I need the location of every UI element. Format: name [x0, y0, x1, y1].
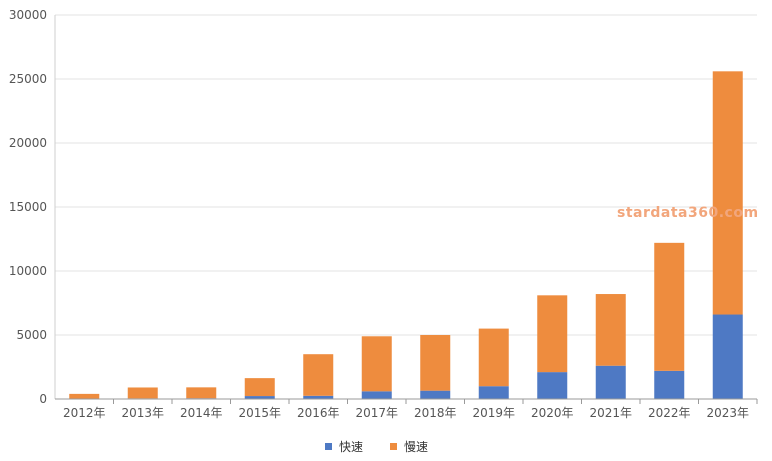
y-tick-label: 10000	[9, 264, 47, 278]
x-tick-label: 2017年	[355, 406, 398, 420]
bar-segment[interactable]	[303, 395, 334, 399]
bar-segment[interactable]	[244, 396, 275, 399]
x-tick-label: 2014年	[180, 406, 223, 420]
bar-segment[interactable]	[420, 390, 451, 399]
bar-segment[interactable]	[420, 335, 451, 391]
legend[interactable]: 快速 慢速	[325, 440, 428, 454]
x-tick-label: 2012年	[63, 406, 106, 420]
bar-segment[interactable]	[478, 386, 509, 399]
bar-segment[interactable]	[595, 294, 626, 366]
legend-item[interactable]: 快速	[325, 440, 363, 454]
y-tick-label: 30000	[9, 8, 47, 22]
bar-segment[interactable]	[361, 336, 392, 392]
x-tick-label: 2021年	[589, 406, 632, 420]
grid-lines	[55, 14, 757, 336]
y-tick-label: 15000	[9, 200, 47, 214]
bar-segment[interactable]	[303, 354, 334, 396]
y-tick-label: 0	[39, 392, 47, 406]
x-tick-label: 2013年	[121, 406, 164, 420]
bar-segment[interactable]	[712, 314, 743, 399]
bar-segment[interactable]	[244, 378, 275, 397]
bar-segment[interactable]	[654, 242, 685, 371]
bar-segment[interactable]	[127, 387, 158, 399]
x-tick-label: 2020年	[531, 406, 574, 420]
bar-segment[interactable]	[478, 328, 509, 387]
y-tick-label: 25000	[9, 72, 47, 86]
y-axis: 0 5000 10000 15000 20000 25000 30000	[9, 8, 56, 406]
y-tick-label: 5000	[16, 328, 47, 342]
bar-segment[interactable]	[537, 372, 568, 399]
x-tick-label: 2015年	[238, 406, 281, 420]
legend-item[interactable]: 慢速	[390, 440, 428, 454]
x-tick-label: 2016年	[297, 406, 340, 420]
y-tick-label: 20000	[9, 136, 47, 150]
legend-swatch	[325, 443, 332, 450]
bar-segment[interactable]	[712, 71, 743, 315]
legend-label: 慢速	[404, 440, 428, 454]
x-tick-label: 2022年	[648, 406, 691, 420]
bar-segment[interactable]	[654, 370, 685, 399]
bar-segment[interactable]	[361, 391, 392, 399]
bar-segment[interactable]	[69, 393, 100, 399]
legend-swatch	[390, 443, 397, 450]
bar-segment[interactable]	[186, 387, 217, 399]
legend-label: 快速	[339, 440, 363, 454]
bar-segment[interactable]	[537, 295, 568, 373]
x-axis: 2012年 2013年 2014年 2015年 2016年 2017年 2018年 2019年…	[55, 398, 758, 420]
watermark-text: stardata360.com	[617, 205, 759, 221]
x-tick-label: 2019年	[472, 406, 515, 420]
x-tick-label: 2018年	[414, 406, 457, 420]
bars	[69, 71, 743, 399]
x-tick-label: 2023年	[706, 406, 749, 420]
bar-segment[interactable]	[595, 365, 626, 399]
